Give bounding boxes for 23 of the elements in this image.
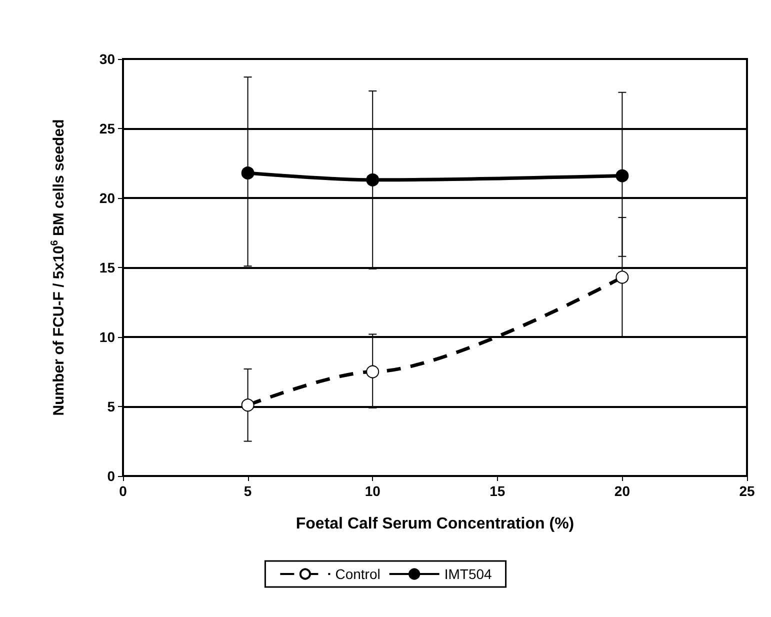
x-tick-label: 25 [739,483,755,499]
y-tick-label: 5 [107,398,116,414]
point [241,398,254,412]
y-tick-label: 25 [99,120,116,136]
y-tick-label: 20 [99,190,116,206]
y-tick-label: 30 [99,51,116,67]
x-tick-label: 0 [119,483,128,499]
point [616,270,629,284]
y-tick-label: 15 [99,260,116,276]
point [241,166,254,180]
point [366,173,380,186]
x-tick-label: 20 [614,483,630,499]
legend-label: IMT504 [444,566,492,582]
x-tick-label: 5 [244,483,252,499]
point [616,169,629,182]
point [366,365,380,378]
x-axis-title: Foetal Calf Serum Concentration (%) [296,516,574,532]
x-tick-label: 10 [364,483,381,499]
y-tick-label: 10 [99,329,116,345]
y-axis-title: Number of FCU-F / 5x106 BM cells seeded [50,119,68,416]
y-tick-label: 0 [107,468,116,484]
x-tick-label: 15 [490,483,506,499]
legend-label: Control [335,566,380,582]
